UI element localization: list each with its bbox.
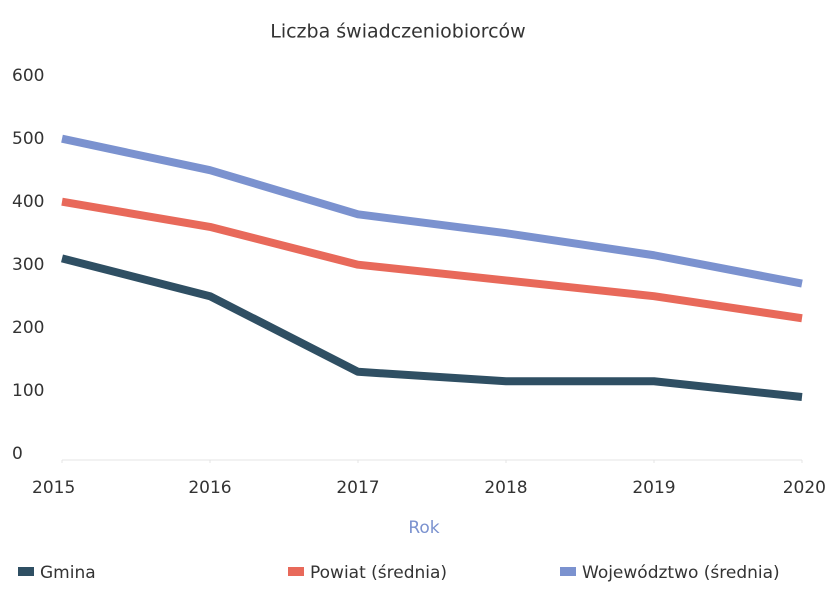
x-tick-label: 2015 — [32, 478, 75, 498]
legend-label: Powiat (średnia) — [310, 563, 447, 583]
x-tick-label: 2019 — [632, 478, 675, 498]
legend-label: Województwo (średnia) — [582, 563, 780, 583]
series-line — [61, 254, 803, 401]
legend-swatch — [560, 567, 576, 576]
y-tick-label: 300 — [12, 255, 44, 275]
y-tick-label: 200 — [12, 318, 44, 338]
y-tick-label: 600 — [12, 66, 44, 86]
y-tick-label: 500 — [12, 129, 44, 149]
series-line — [61, 197, 803, 323]
chart-title: Liczba świadczeniobiorców — [270, 21, 525, 43]
x-tick-label: 2016 — [188, 478, 231, 498]
series-line — [61, 134, 803, 288]
x-tick-label: 2018 — [484, 478, 527, 498]
x-tick-label: 2020 — [783, 478, 826, 498]
legend-swatch — [18, 567, 34, 576]
y-tick-label: 400 — [12, 192, 44, 212]
x-axis-label: Rok — [408, 518, 439, 538]
legend-label: Gmina — [40, 563, 96, 583]
y-tick-label: 0 — [12, 444, 23, 464]
y-tick-label: 100 — [12, 381, 44, 401]
x-tick-label: 2017 — [336, 478, 379, 498]
legend-swatch — [288, 567, 304, 576]
